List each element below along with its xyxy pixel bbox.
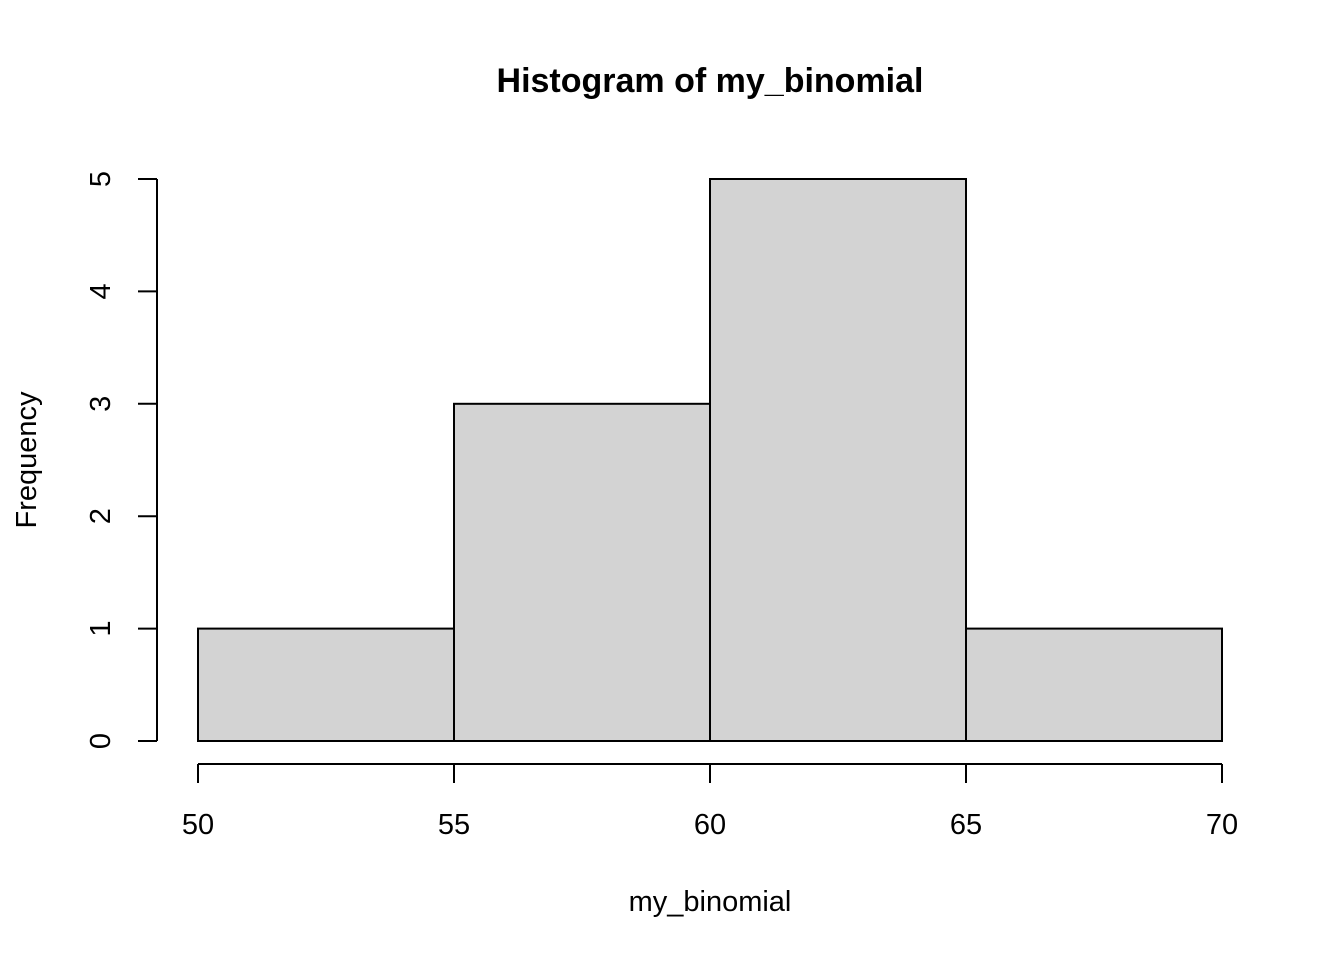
- x-axis-label: my_binomial: [629, 886, 792, 918]
- x-tick-label: 55: [438, 809, 470, 841]
- y-tick-label: 0: [85, 733, 117, 749]
- y-tick-label: 1: [85, 621, 117, 637]
- histogram-bar-65-70: [965, 627, 1223, 742]
- x-axis: 50 55 60 65 70: [182, 763, 1238, 841]
- x-tick-label: 65: [950, 809, 982, 841]
- y-axis-label: Frequency: [11, 391, 43, 529]
- y-axis: 0 1 2 3 4 5: [85, 171, 158, 749]
- histogram-bar-60-65: [709, 178, 967, 742]
- x-tick-label: 60: [694, 809, 726, 841]
- x-tick-label: 50: [182, 809, 214, 841]
- y-tick-label: 4: [85, 283, 117, 299]
- y-tick-label: 3: [85, 396, 117, 412]
- y-tick-label: 5: [85, 171, 117, 187]
- x-tick-label: 70: [1206, 809, 1238, 841]
- chart-title: Histogram of my_binomial: [497, 62, 924, 100]
- bars-group: [197, 178, 1223, 742]
- histogram-bar-50-55: [197, 627, 455, 742]
- y-tick-label: 2: [85, 508, 117, 524]
- histogram-bar-55-60: [453, 402, 711, 742]
